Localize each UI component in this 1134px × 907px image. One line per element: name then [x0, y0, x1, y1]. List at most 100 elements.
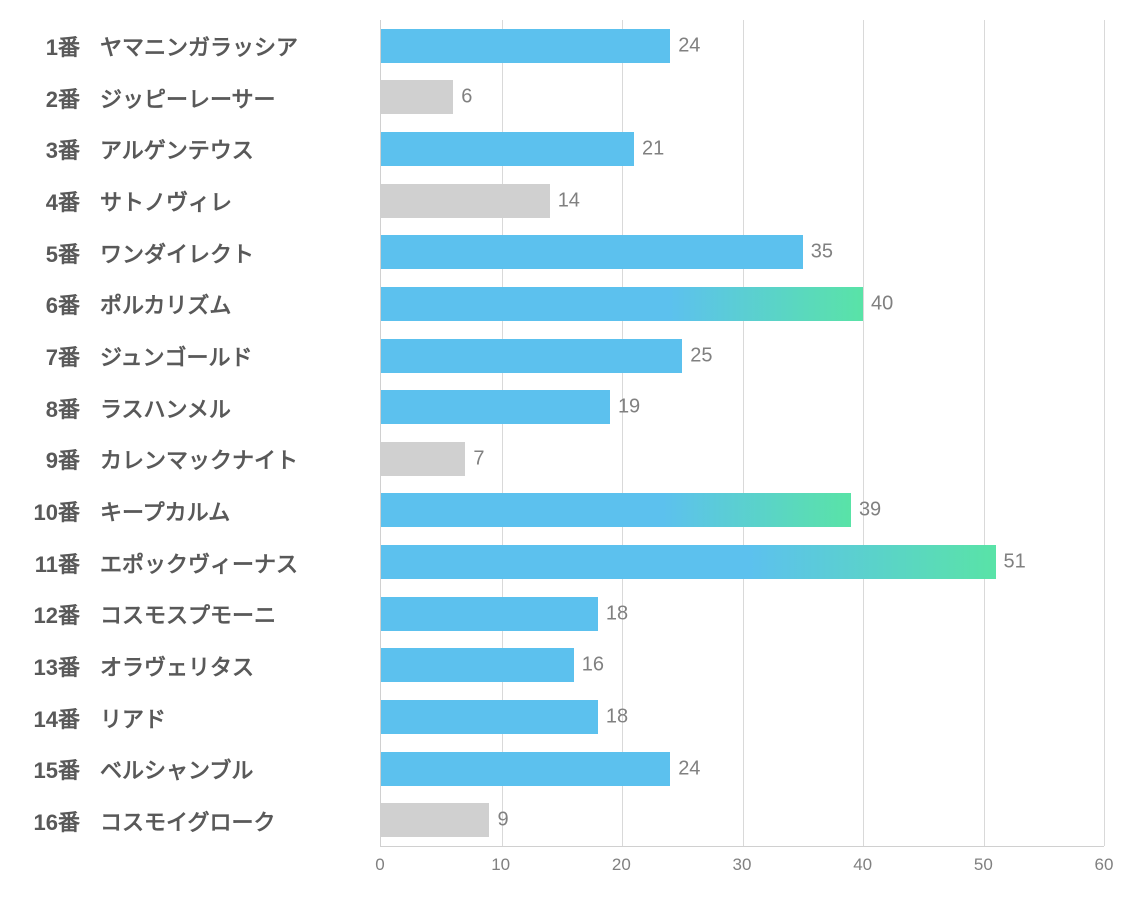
entry-name: ラスハンメル [100, 392, 370, 424]
entry-number: 1番 [30, 30, 100, 62]
entry-number: 16番 [30, 805, 100, 837]
bar-value: 18 [606, 602, 628, 625]
bar-row: 35 [381, 228, 1104, 276]
bar: 51 [381, 545, 996, 579]
entry-number: 9番 [30, 443, 100, 475]
plot-area: 24 6 21 14 35 40 25 19 7 39 51 18 16 18 24 9 [380, 20, 1104, 847]
bar-value: 14 [558, 189, 580, 212]
bar-value: 9 [497, 809, 508, 832]
entry-number: 13番 [30, 650, 100, 682]
bar-value: 40 [871, 292, 893, 315]
entry-number: 3番 [30, 133, 100, 165]
bar: 16 [381, 648, 574, 682]
entry-number: 10番 [30, 495, 100, 527]
bar-row: 14 [381, 177, 1104, 225]
bar: 35 [381, 235, 803, 269]
x-tick: 30 [733, 855, 752, 875]
y-label-row: 15番ベルシャンブル [30, 745, 370, 793]
entry-number: 5番 [30, 237, 100, 269]
bar-value: 35 [811, 241, 833, 264]
y-label-row: 16番コスモイグローク [30, 797, 370, 845]
y-label-row: 7番ジュンゴールド [30, 332, 370, 380]
bar-row: 16 [381, 641, 1104, 689]
grid-line [1104, 20, 1105, 846]
entry-number: 4番 [30, 185, 100, 217]
bar: 40 [381, 287, 863, 321]
bars-wrap: 24 6 21 14 35 40 25 19 7 39 51 18 16 18 24 9 [381, 20, 1104, 846]
bar: 18 [381, 700, 598, 734]
entry-name: ベルシャンブル [100, 753, 370, 785]
entry-name: ワンダイレクト [100, 237, 370, 269]
bar-row: 39 [381, 486, 1104, 534]
bar: 24 [381, 29, 670, 63]
y-label-row: 10番キープカルム [30, 487, 370, 535]
bar-value: 19 [618, 396, 640, 419]
x-tick: 10 [491, 855, 510, 875]
x-tick: 0 [375, 855, 384, 875]
bar-row: 18 [381, 693, 1104, 741]
bar: 19 [381, 390, 610, 424]
horse-score-chart: 1番ヤマニンガラッシア2番ジッピーレーサー3番アルゲンテウス4番サトノヴィレ5番… [0, 0, 1134, 907]
entry-number: 7番 [30, 340, 100, 372]
y-label-row: 3番アルゲンテウス [30, 125, 370, 173]
bar: 25 [381, 339, 682, 373]
entry-number: 14番 [30, 702, 100, 734]
bar-value: 6 [461, 86, 472, 109]
y-label-row: 1番ヤマニンガラッシア [30, 22, 370, 70]
bar-row: 40 [381, 280, 1104, 328]
y-axis-labels: 1番ヤマニンガラッシア2番ジッピーレーサー3番アルゲンテウス4番サトノヴィレ5番… [30, 20, 380, 847]
x-tick: 60 [1095, 855, 1114, 875]
entry-number: 15番 [30, 753, 100, 785]
entry-name: ポルカリズム [100, 288, 370, 320]
entry-name: カレンマックナイト [100, 443, 370, 475]
bar-row: 24 [381, 745, 1104, 793]
bar-row: 9 [381, 796, 1104, 844]
y-label-row: 2番ジッピーレーサー [30, 74, 370, 122]
entry-name: コスモスプモーニ [100, 598, 370, 630]
bar: 6 [381, 80, 453, 114]
entry-number: 8番 [30, 392, 100, 424]
y-label-row: 5番ワンダイレクト [30, 229, 370, 277]
entry-number: 6番 [30, 288, 100, 320]
bar-value: 16 [582, 654, 604, 677]
bar: 14 [381, 184, 550, 218]
bar-value: 7 [473, 447, 484, 470]
y-label-row: 8番ラスハンメル [30, 384, 370, 432]
entry-number: 11番 [30, 547, 100, 579]
y-label-row: 9番カレンマックナイト [30, 435, 370, 483]
bar-value: 24 [678, 34, 700, 57]
bar-row: 18 [381, 590, 1104, 638]
entry-name: ジュンゴールド [100, 340, 370, 372]
y-label-row: 11番エポックヴィーナス [30, 539, 370, 587]
y-label-row: 4番サトノヴィレ [30, 177, 370, 225]
y-label-row: 13番オラヴェリタス [30, 642, 370, 690]
bar-row: 7 [381, 435, 1104, 483]
entry-name: オラヴェリタス [100, 650, 370, 682]
entry-name: エポックヴィーナス [100, 547, 370, 579]
x-tick: 50 [974, 855, 993, 875]
bar-row: 19 [381, 383, 1104, 431]
bar-row: 25 [381, 332, 1104, 380]
bar-row: 21 [381, 125, 1104, 173]
y-label-row: 12番コスモスプモーニ [30, 590, 370, 638]
entry-name: ヤマニンガラッシア [100, 30, 370, 62]
entry-name: サトノヴィレ [100, 185, 370, 217]
x-tick: 40 [853, 855, 872, 875]
bar-value: 39 [859, 499, 881, 522]
entry-name: コスモイグローク [100, 805, 370, 837]
bar: 21 [381, 132, 634, 166]
bar: 7 [381, 442, 465, 476]
x-axis: 0102030405060 [380, 855, 1104, 885]
bar-value: 51 [1004, 551, 1026, 574]
bar-value: 21 [642, 138, 664, 161]
entry-number: 12番 [30, 598, 100, 630]
bar-value: 18 [606, 705, 628, 728]
bar-row: 24 [381, 22, 1104, 70]
entry-name: ジッピーレーサー [100, 82, 370, 114]
bar: 24 [381, 752, 670, 786]
entry-number: 2番 [30, 82, 100, 114]
bar: 18 [381, 597, 598, 631]
entry-name: キープカルム [100, 495, 370, 527]
entry-name: リアド [100, 702, 370, 734]
bar: 39 [381, 493, 851, 527]
